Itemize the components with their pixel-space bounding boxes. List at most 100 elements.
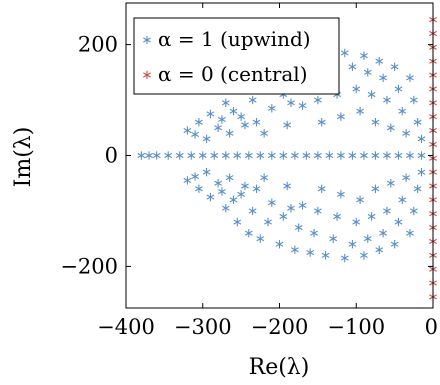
upwind-point bbox=[233, 151, 242, 160]
upwind-point bbox=[256, 234, 265, 243]
upwind-point bbox=[191, 130, 199, 139]
upwind-point bbox=[417, 167, 426, 177]
upwind-point bbox=[310, 228, 318, 238]
upwind-point bbox=[233, 217, 242, 227]
upwind-point bbox=[248, 206, 257, 216]
upwind-point bbox=[352, 217, 361, 227]
upwind-point bbox=[241, 120, 249, 130]
upwind-point bbox=[183, 176, 192, 185]
upwind-point bbox=[294, 223, 303, 232]
upwind-point bbox=[413, 184, 422, 193]
upwind-point bbox=[375, 57, 384, 66]
upwind-point bbox=[290, 245, 299, 254]
x-tick-label: −100 bbox=[327, 315, 385, 339]
upwind-point bbox=[409, 206, 418, 216]
upwind-point bbox=[198, 151, 207, 160]
upwind-point bbox=[283, 181, 292, 191]
upwind-point bbox=[298, 101, 307, 110]
upwind-point bbox=[164, 151, 173, 160]
upwind-point bbox=[406, 73, 414, 83]
upwind-point bbox=[348, 62, 357, 71]
upwind-point bbox=[298, 201, 307, 210]
upwind-point bbox=[413, 118, 422, 127]
legend-label-central: α = 0 (central) bbox=[158, 62, 308, 86]
upwind-point bbox=[279, 151, 288, 160]
upwind-point bbox=[241, 181, 249, 191]
upwind-point bbox=[394, 84, 403, 94]
legend-marker-asterisk bbox=[143, 70, 151, 80]
upwind-point bbox=[275, 240, 284, 249]
upwind-point bbox=[290, 151, 299, 160]
upwind-point bbox=[336, 112, 345, 121]
upwind-point bbox=[383, 206, 391, 216]
upwind-point bbox=[202, 167, 211, 177]
upwind-point bbox=[313, 206, 322, 216]
upwind-point bbox=[260, 129, 269, 138]
upwind-point bbox=[313, 95, 322, 105]
upwind-point bbox=[417, 151, 426, 160]
upwind-point bbox=[386, 123, 395, 132]
upwind-point bbox=[218, 115, 226, 124]
upwind-point bbox=[191, 172, 199, 181]
upwind-point bbox=[210, 151, 219, 160]
upwind-point bbox=[225, 129, 234, 138]
upwind-point bbox=[394, 151, 403, 160]
upwind-point bbox=[252, 118, 261, 127]
upwind-point bbox=[244, 228, 253, 238]
upwind-point bbox=[321, 251, 330, 260]
upwind-point bbox=[367, 212, 376, 221]
upwind-point bbox=[195, 184, 203, 193]
legend-marker-upwind bbox=[143, 35, 151, 45]
upwind-point bbox=[363, 234, 372, 243]
upwind-point bbox=[352, 84, 361, 94]
upwind-point bbox=[371, 151, 380, 160]
upwind-point bbox=[336, 190, 345, 199]
upwind-point bbox=[360, 51, 368, 60]
legend-marker-asterisk bbox=[143, 35, 151, 45]
upwind-point bbox=[383, 151, 391, 160]
legend: α = 1 (upwind) α = 0 (central) bbox=[133, 17, 340, 95]
upwind-point bbox=[379, 228, 388, 238]
upwind-point bbox=[267, 104, 276, 113]
upwind-point bbox=[356, 106, 364, 116]
upwind-point bbox=[137, 151, 146, 160]
upwind-point bbox=[379, 73, 388, 83]
upwind-point bbox=[409, 95, 418, 105]
y-tick-label: 0 bbox=[105, 144, 118, 168]
upwind-point bbox=[221, 151, 230, 160]
axis-ticks: −400 −300 −200 −100 0 −200 0 200 bbox=[60, 3, 438, 339]
upwind-point bbox=[394, 217, 403, 227]
upwind-point bbox=[267, 151, 276, 160]
upwind-point bbox=[183, 126, 192, 135]
upwind-point bbox=[187, 151, 196, 160]
x-tick-label: −300 bbox=[174, 315, 232, 339]
upwind-point bbox=[206, 109, 215, 119]
upwind-point bbox=[218, 187, 226, 196]
x-tick-label: 0 bbox=[425, 315, 438, 339]
y-tick-label: 200 bbox=[78, 33, 118, 57]
upwind-point bbox=[195, 118, 203, 127]
upwind-point bbox=[402, 129, 411, 138]
upwind-point bbox=[356, 195, 364, 205]
legend-box bbox=[133, 17, 340, 95]
legend-label-upwind: α = 1 (upwind) bbox=[158, 27, 311, 51]
upwind-point bbox=[279, 212, 288, 221]
upwind-point bbox=[244, 151, 253, 160]
upwind-point bbox=[229, 195, 238, 205]
upwind-point bbox=[152, 151, 161, 160]
upwind-point bbox=[306, 248, 315, 257]
upwind-point bbox=[248, 95, 257, 105]
upwind-point bbox=[398, 195, 407, 205]
upwind-point bbox=[340, 253, 349, 263]
upwind-point bbox=[313, 151, 322, 160]
upwind-point bbox=[214, 123, 223, 132]
upwind-point bbox=[383, 95, 391, 105]
upwind-point bbox=[360, 251, 368, 260]
upwind-point bbox=[302, 151, 311, 160]
upwind-point bbox=[406, 151, 414, 160]
x-axis-label: Re(λ) bbox=[249, 355, 310, 380]
upwind-point bbox=[264, 217, 272, 227]
upwind-point bbox=[229, 106, 238, 116]
upwind-point bbox=[360, 151, 368, 160]
